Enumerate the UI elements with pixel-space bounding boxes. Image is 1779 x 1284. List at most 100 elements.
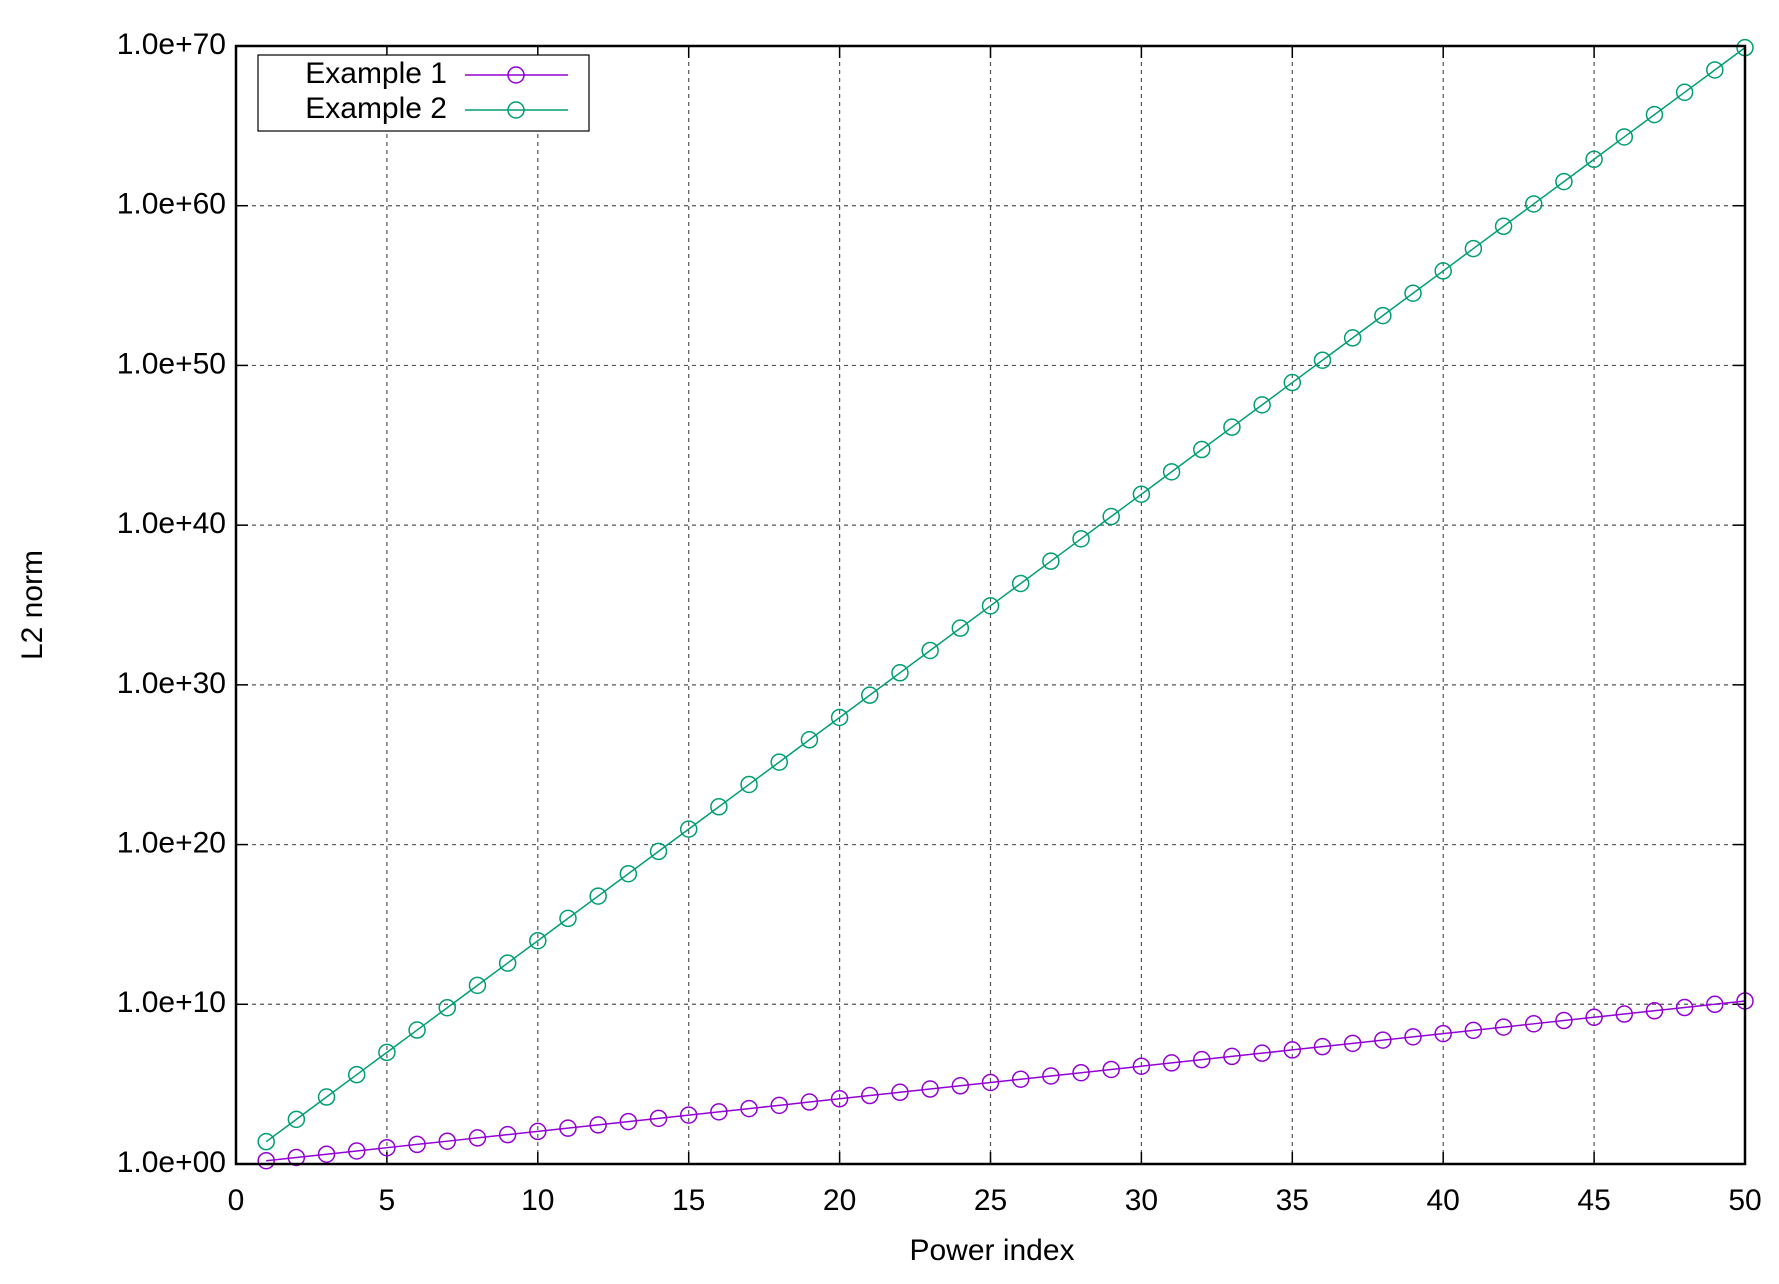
x-tick-label: 25 — [974, 1184, 1007, 1217]
x-tick-label: 30 — [1125, 1184, 1158, 1217]
data-point — [257, 1151, 275, 1170]
data-point — [347, 1142, 366, 1160]
data-point — [1434, 1024, 1452, 1043]
data-point — [1011, 574, 1030, 593]
x-tick-label: 50 — [1728, 1184, 1761, 1217]
y-tick-label: 1.0e+30 — [117, 667, 226, 700]
y-tick-label: 1.0e+10 — [117, 986, 226, 1019]
data-point — [679, 1106, 698, 1124]
data-point — [257, 1132, 275, 1151]
data-point — [317, 1088, 336, 1106]
data-point — [1585, 1008, 1603, 1027]
data-point — [529, 931, 547, 950]
data-point — [1615, 128, 1634, 146]
x-tick-label: 35 — [1276, 1184, 1309, 1217]
data-point — [951, 1077, 970, 1095]
data-point — [1404, 1028, 1422, 1046]
data-point — [891, 664, 909, 682]
data-point — [649, 842, 668, 861]
data-point — [438, 1132, 457, 1150]
data-point — [1374, 306, 1392, 325]
data-point — [1645, 105, 1664, 124]
data-point — [679, 820, 698, 838]
data-point — [438, 998, 457, 1017]
data-point — [921, 1080, 939, 1098]
data-point — [1102, 507, 1120, 526]
data-point — [1132, 485, 1151, 503]
series-line — [266, 1000, 1746, 1162]
data-point — [770, 1096, 788, 1115]
data-point — [287, 1148, 306, 1167]
data-point — [1313, 351, 1332, 369]
data-point — [1011, 1070, 1030, 1088]
data-point — [710, 798, 728, 816]
data-point — [1494, 217, 1513, 236]
data-point — [1042, 1067, 1060, 1085]
data-point — [1162, 1054, 1181, 1072]
data-point — [1524, 1015, 1543, 1033]
data-point — [1464, 239, 1483, 258]
data-point — [619, 1112, 638, 1131]
data-point — [1283, 1041, 1302, 1059]
x-tick-label: 5 — [379, 1184, 396, 1217]
data-point — [1675, 998, 1694, 1017]
x-axis-label: Power index — [909, 1234, 1074, 1267]
data-point — [1132, 1057, 1151, 1075]
x-tick-label: 0 — [228, 1184, 245, 1217]
data-point — [1343, 329, 1362, 347]
x-tick-label: 15 — [672, 1184, 705, 1217]
legend-box — [257, 54, 590, 132]
data-point — [1162, 463, 1181, 481]
data-point — [740, 775, 758, 794]
data-point — [951, 619, 970, 637]
data-point — [347, 1065, 366, 1084]
data-point — [1223, 418, 1241, 436]
data-point — [559, 909, 577, 928]
data-point — [1706, 61, 1724, 79]
series-line — [265, 47, 1746, 1143]
legend-marker — [507, 101, 525, 119]
legend-marker — [507, 66, 525, 84]
data-point — [1102, 1060, 1120, 1079]
x-tick-label: 40 — [1427, 1184, 1460, 1217]
data-point — [710, 1103, 728, 1121]
data-point — [498, 1125, 517, 1144]
data-point — [861, 1086, 879, 1105]
data-point — [861, 686, 879, 704]
data-point — [1283, 373, 1302, 392]
y-tick-label: 1.0e+50 — [117, 347, 226, 380]
data-point — [287, 1110, 306, 1129]
data-point — [1253, 396, 1271, 414]
data-point — [740, 1099, 758, 1118]
data-point — [1645, 1002, 1664, 1020]
y-tick-label: 1.0e+20 — [117, 826, 226, 859]
data-point — [1253, 1044, 1271, 1062]
data-point — [1434, 262, 1452, 280]
y-tick-label: 1.0e+00 — [117, 1146, 226, 1179]
data-point — [1615, 1005, 1634, 1023]
data-point — [830, 708, 849, 727]
data-point — [830, 1090, 849, 1108]
y-tick-label: 1.0e+40 — [117, 507, 226, 540]
data-point — [1072, 530, 1090, 548]
legend-label: Example 2 — [305, 92, 447, 125]
data-point — [468, 1129, 487, 1147]
data-point — [408, 1021, 426, 1039]
x-tick-label: 45 — [1577, 1184, 1610, 1217]
data-point — [1223, 1047, 1241, 1066]
data-point — [770, 753, 788, 771]
x-tick-label: 20 — [823, 1184, 856, 1217]
data-point — [317, 1145, 336, 1163]
data-point — [1706, 995, 1724, 1014]
data-point — [589, 1116, 607, 1134]
data-point — [1042, 552, 1060, 570]
data-point — [378, 1138, 396, 1157]
data-point — [891, 1083, 909, 1102]
plot-border — [234, 44, 1747, 1166]
data-point — [921, 641, 939, 660]
data-point — [1072, 1063, 1090, 1082]
x-tick-label: 10 — [521, 1184, 554, 1217]
data-point — [1555, 1011, 1573, 1030]
